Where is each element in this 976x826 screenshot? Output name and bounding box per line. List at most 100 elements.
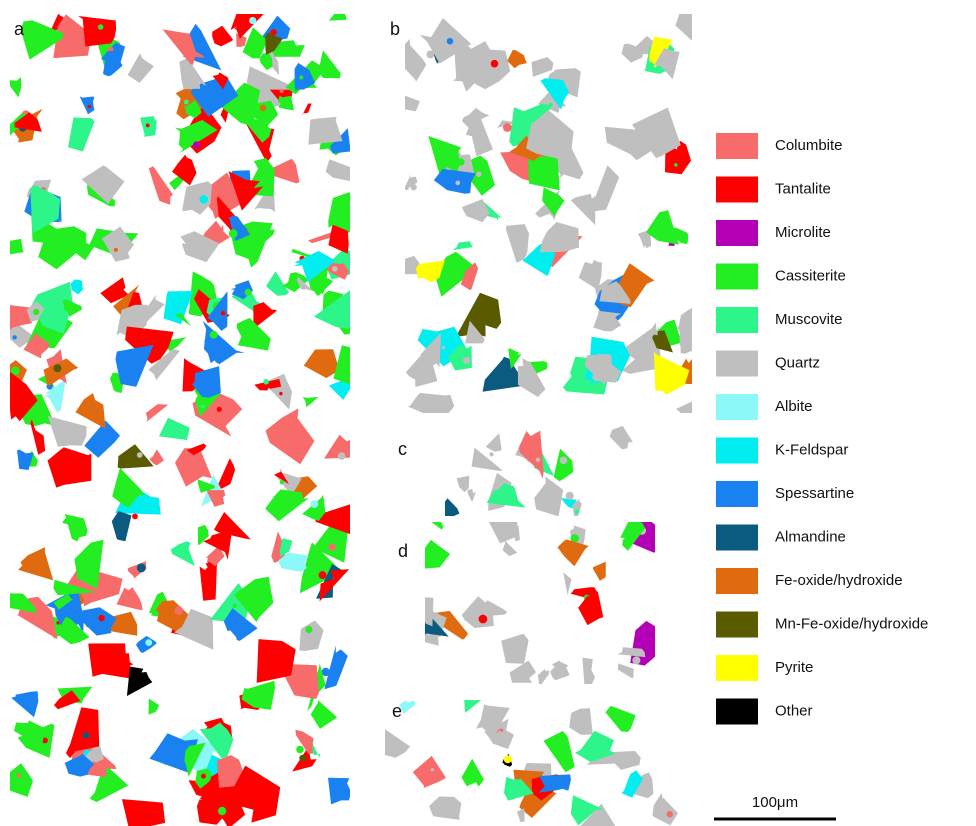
grain-inclusion xyxy=(410,183,417,191)
grain xyxy=(174,120,218,153)
grain-inclusion xyxy=(74,627,78,632)
grain-inclusion xyxy=(559,456,568,465)
grain xyxy=(53,593,74,610)
grain xyxy=(299,542,342,594)
grain xyxy=(453,44,491,92)
grain-inclusion xyxy=(405,186,409,191)
grain xyxy=(162,29,205,65)
grain-inclusion xyxy=(463,356,471,364)
grain xyxy=(75,393,106,429)
grain-inclusion xyxy=(574,509,580,515)
grain xyxy=(433,168,476,194)
legend-label: Albite xyxy=(775,398,813,415)
grain-inclusion xyxy=(174,606,184,616)
grain-inclusion xyxy=(299,75,304,80)
grain xyxy=(148,166,173,205)
grain xyxy=(81,165,125,204)
grain xyxy=(324,645,348,690)
grain xyxy=(64,513,88,542)
grain-inclusion xyxy=(132,513,138,520)
grain-inclusion xyxy=(249,16,257,25)
grain xyxy=(184,742,206,777)
grain xyxy=(279,538,293,557)
legend-label: Columbite xyxy=(775,137,843,154)
grain xyxy=(112,467,145,508)
legend-swatch xyxy=(716,437,758,464)
grain xyxy=(580,803,616,826)
grain xyxy=(11,691,39,718)
grain xyxy=(203,529,233,560)
grain-inclusion xyxy=(220,310,226,316)
grain xyxy=(325,159,350,182)
grain xyxy=(0,603,7,635)
grain-inclusion xyxy=(478,614,488,624)
grain xyxy=(538,774,571,793)
grain xyxy=(145,404,169,422)
grain xyxy=(448,344,472,371)
grain xyxy=(509,103,553,147)
grain xyxy=(586,750,623,765)
grain xyxy=(220,82,261,126)
grain xyxy=(310,700,338,729)
grain xyxy=(675,14,692,41)
grain xyxy=(425,633,439,646)
grain xyxy=(485,433,502,452)
panel-label: a xyxy=(14,19,25,39)
grain xyxy=(100,277,129,304)
grain xyxy=(415,260,445,283)
grain-inclusion xyxy=(310,500,319,508)
grain-inclusion xyxy=(296,745,304,754)
grain xyxy=(230,765,281,823)
grain xyxy=(482,600,508,617)
grain xyxy=(294,62,316,91)
grain-inclusion xyxy=(201,773,206,779)
grain-inclusion xyxy=(430,768,435,772)
panel xyxy=(385,700,679,826)
grain xyxy=(578,260,602,291)
grain xyxy=(43,358,79,386)
panel-label: b xyxy=(390,19,400,39)
grain xyxy=(125,326,174,364)
grain-inclusion xyxy=(228,229,238,238)
grain xyxy=(505,224,529,263)
grain xyxy=(604,126,644,159)
grain xyxy=(325,263,350,280)
grain xyxy=(174,608,214,650)
grain-inclusion xyxy=(270,29,277,36)
grain xyxy=(159,417,190,441)
legend-swatch xyxy=(716,481,758,507)
grain-inclusion xyxy=(591,271,596,276)
grain xyxy=(149,449,164,466)
scale-bar-label: 100μm xyxy=(752,794,798,811)
grain xyxy=(205,786,246,826)
grain xyxy=(53,579,97,596)
grain-inclusion xyxy=(199,195,209,204)
panel-label: e xyxy=(392,701,402,721)
grain xyxy=(476,704,510,734)
grain xyxy=(502,540,518,557)
grain xyxy=(313,290,350,329)
grain-inclusion xyxy=(455,180,461,186)
grain xyxy=(461,199,490,223)
grain-inclusion xyxy=(502,123,512,132)
grain xyxy=(47,447,92,488)
legend-swatch xyxy=(716,611,758,638)
grain xyxy=(68,117,95,152)
grain xyxy=(501,633,529,664)
panel xyxy=(0,14,350,826)
legend-swatch xyxy=(716,263,758,290)
legend-label: Other xyxy=(775,702,813,719)
grain xyxy=(652,330,673,353)
grain-inclusion xyxy=(201,404,205,409)
grain xyxy=(242,27,268,59)
grain xyxy=(54,690,81,710)
grain-inclusion xyxy=(56,621,60,625)
grain xyxy=(88,643,134,677)
grain xyxy=(434,251,478,297)
grain xyxy=(584,354,617,385)
grain xyxy=(202,172,246,219)
grain xyxy=(557,539,589,567)
grain xyxy=(265,32,283,55)
grain xyxy=(302,103,312,116)
